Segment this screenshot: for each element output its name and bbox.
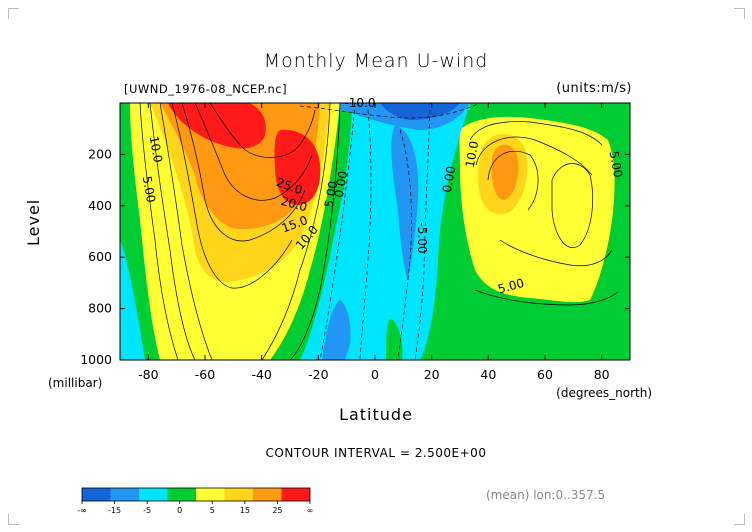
contour-line-6 [209,103,316,158]
contour-line-4 [181,103,306,242]
contour-line-12 [551,163,594,248]
contour-line-negative-4 [299,103,481,119]
colorbar-label-7: ∞ [307,506,314,515]
averaging-label: (mean) lon:0..357.5 [486,488,606,502]
contour-line-1 [149,103,196,360]
x-tick-label-7: 60 [537,367,553,382]
band-neg5-0-south-polar [120,240,145,360]
colorbar-label-5: 15 [240,506,250,515]
x-tick-label-4: 0 [371,367,379,382]
contour-label-11: 0.00 [440,165,458,194]
contour-fills [120,103,630,360]
y-tick-label-3: 800 [88,301,112,316]
x-tick-label-0: -80 [138,367,158,382]
x-tick-label-5: 20 [424,367,440,382]
contour-line-13 [499,239,613,267]
x-tick-label-2: -40 [251,367,271,382]
y-tick-label-2: 600 [88,249,112,264]
contour-label-1: 5.00 [140,175,158,204]
band-below-neg15 [380,103,460,120]
colorbar: -∞ -15 -5 0 5 15 25 ∞ [77,487,314,515]
contour-line-11 [487,150,539,211]
band-above-35-south-secondary [274,129,321,205]
contour-line-9 [469,121,603,146]
contour-line-10 [475,136,593,176]
crop-mark-top-right [734,8,745,19]
contour-interval-label: CONTOUR INTERVAL = 2.500E+00 [265,446,487,460]
colorbar-swatch-2 [139,488,168,501]
band-neg15-neg5-low [322,300,351,360]
contour-line-8 [289,103,341,360]
colorbar-swatch-1 [110,488,139,501]
x-tick-label-8: 80 [594,367,610,382]
colorbar-swatch-7 [281,488,310,501]
x-tick-label-6: 40 [480,367,496,382]
contour-label-3: 20.0 [279,194,308,214]
band-above-35-south-core [168,103,266,149]
crop-mark-top-left [8,8,19,19]
contour-line-negative-3 [414,109,431,360]
contour-line-7 [261,103,331,360]
x-axis-ticks: -80 -60 -40 -20 0 20 40 60 80 [138,103,610,382]
colorbar-label-4: 5 [210,506,215,515]
band-neg15-neg5-mid [391,125,419,280]
band-25-35-north-core [491,144,519,200]
contour-line-negative-0 [319,103,356,360]
contour-line-5 [194,103,313,201]
contour-label-6: 5.00 [322,180,340,209]
x-unit-label: (degrees_north) [556,386,652,400]
contour-line-3 [171,103,293,289]
contour-label-10: 10.0 [463,140,481,169]
colorbar-label-6: 25 [272,506,282,515]
colorbar-swatch-4 [196,488,225,501]
units-label: (units:m/s) [556,81,632,96]
contour-label-7: 0.00 [332,170,350,199]
colorbar-swatch-6 [253,488,282,501]
y-unit-label: (millibar) [48,376,103,390]
chart-title: Monthly Mean U-wind [263,50,489,72]
colorbar-frame [81,487,311,502]
y-tick-label-1: 400 [88,198,112,213]
colorbar-swatch-3 [167,488,196,501]
contour-line-14 [474,289,619,306]
crop-mark-bottom-right [734,514,745,525]
band-0-5-equatorial-tongue [386,318,403,360]
x-tick-label-3: -20 [308,367,328,382]
crop-mark-bottom-left [8,514,19,525]
contour-line-2 [159,103,213,360]
contour-label-13: 5.00 [607,150,625,179]
x-axis-label: Latitude [339,405,413,424]
y-tick-label-0: 200 [88,146,112,161]
file-label: [UWND_1976-08_NCEP.nc] [124,82,288,96]
contour-label-9: -5.00 [415,222,429,253]
colorbar-label-1: -15 [108,506,121,515]
colorbar-label-2: -5 [143,506,151,515]
x-tick-label-1: -60 [195,367,215,382]
contour-line-0 [139,103,179,360]
contour-line-negative-2 [397,129,412,360]
colorbar-label-3: 0 [177,506,182,515]
colorbar-label-0: -∞ [77,506,87,515]
band-5-15-north [459,116,615,303]
y-tick-label-4: 1000 [80,352,112,367]
contour-lines [139,103,619,360]
contour-line-negative-1 [359,109,372,360]
contour-label-12: 5.00 [496,276,525,296]
colorbar-swatch-0 [82,488,111,501]
colorbar-swatch-5 [224,488,253,501]
contour-label-0: 10.0 [147,135,165,164]
y-axis-ticks: 200 400 600 800 1000 [80,146,630,367]
